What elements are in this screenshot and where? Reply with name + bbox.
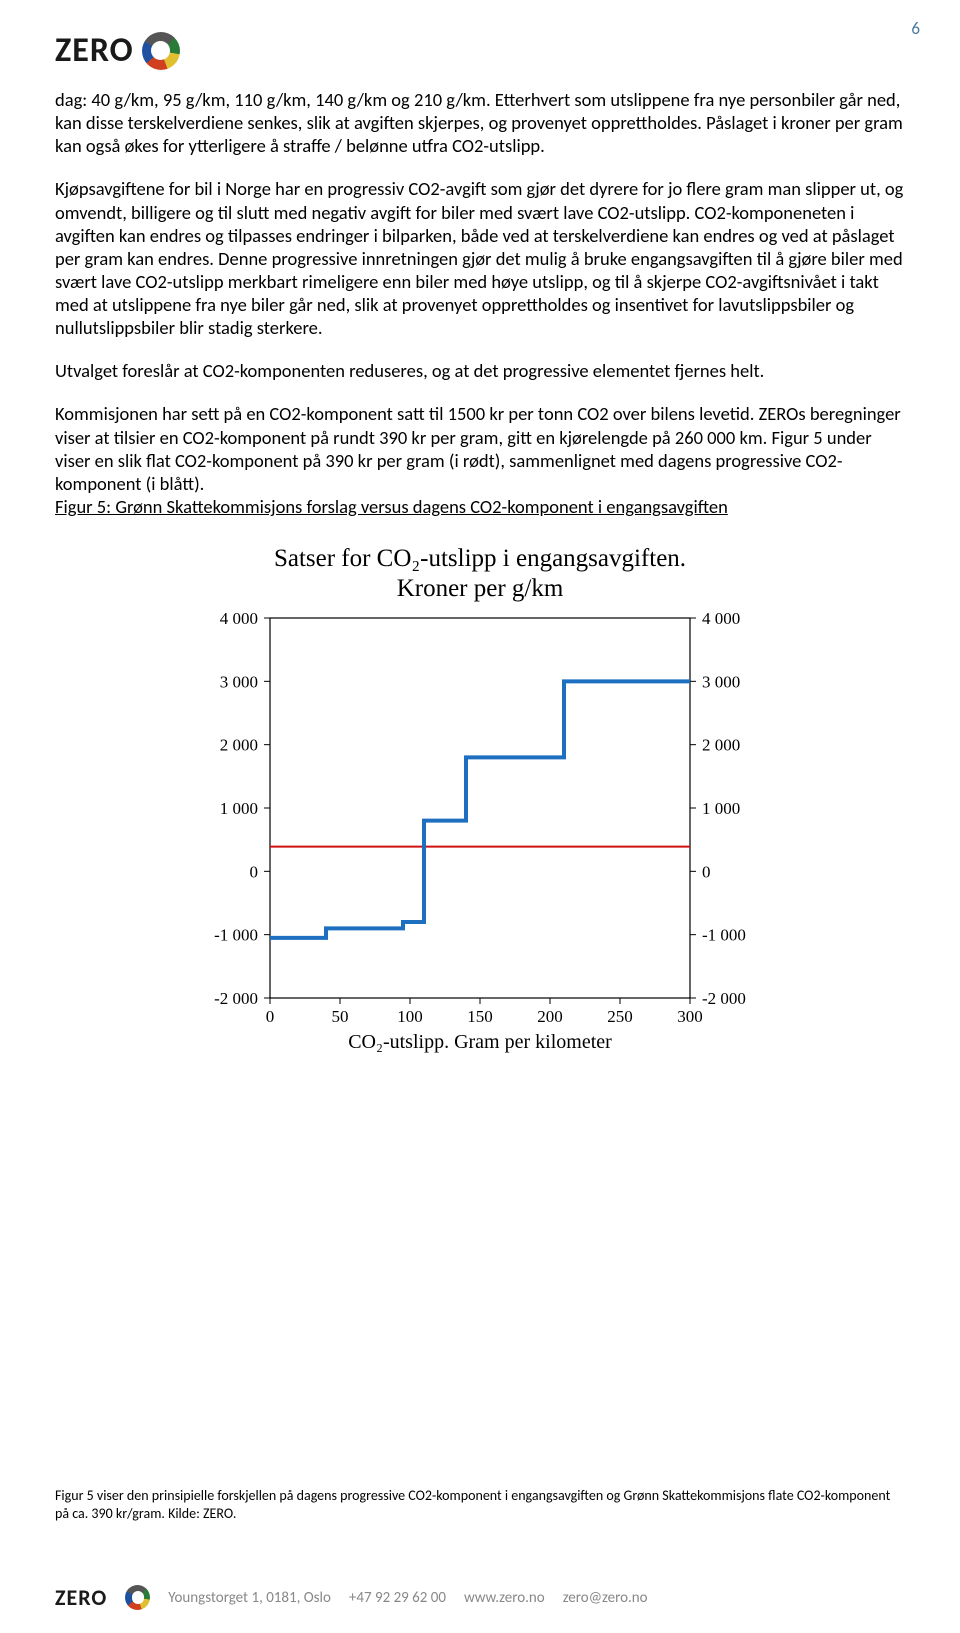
body-content: dag: 40 g/km, 95 g/km, 110 g/km, 140 g/k… bbox=[55, 88, 905, 1058]
svg-text:3 000: 3 000 bbox=[702, 672, 740, 691]
svg-text:-2 000: -2 000 bbox=[214, 989, 258, 1008]
svg-text:100: 100 bbox=[397, 1007, 423, 1026]
paragraph-3: Utvalget foreslår at CO2-komponenten red… bbox=[55, 359, 905, 382]
svg-text:0: 0 bbox=[250, 862, 259, 881]
svg-text:4 000: 4 000 bbox=[702, 609, 740, 628]
paragraph-2: Kjøpsavgiftene for bil i Norge har en pr… bbox=[55, 177, 905, 339]
paragraph-4: Kommisjonen har sett på en CO2-komponent… bbox=[55, 402, 905, 495]
svg-text:-1 000: -1 000 bbox=[214, 926, 258, 945]
figure-caption: Figur 5 viser den prinsipielle forskjell… bbox=[55, 1487, 905, 1523]
footer-info: Youngstorget 1, 0181, Oslo +47 92 29 62 … bbox=[168, 1589, 647, 1607]
svg-text:0: 0 bbox=[702, 862, 711, 881]
footer-address: Youngstorget 1, 0181, Oslo bbox=[168, 1589, 331, 1607]
svg-text:Satser for CO₂-utslipp i engan: Satser for CO₂-utslipp i engangsavgiften… bbox=[274, 545, 686, 572]
co2-chart: Satser for CO₂-utslipp i engangsavgiften… bbox=[185, 538, 775, 1058]
footer-web: www.zero.no bbox=[464, 1589, 545, 1607]
footer-email: zero@zero.no bbox=[563, 1589, 648, 1607]
svg-text:-1 000: -1 000 bbox=[702, 926, 746, 945]
chart-container: Satser for CO₂-utslipp i engangsavgiften… bbox=[55, 538, 905, 1058]
logo-text: ZERO bbox=[55, 30, 134, 71]
footer-phone: +47 92 29 62 00 bbox=[349, 1589, 446, 1607]
svg-text:150: 150 bbox=[467, 1007, 493, 1026]
footer-logo-wheel-icon bbox=[125, 1585, 150, 1610]
svg-text:1 000: 1 000 bbox=[702, 799, 740, 818]
svg-text:0: 0 bbox=[266, 1007, 275, 1026]
paragraph-1: dag: 40 g/km, 95 g/km, 110 g/km, 140 g/k… bbox=[55, 88, 905, 157]
figure-label: Figur 5: Grønn Skattekommisjons forslag … bbox=[55, 495, 905, 518]
svg-text:3 000: 3 000 bbox=[220, 672, 258, 691]
logo-header: ZERO bbox=[55, 30, 180, 71]
footer: ZERO Youngstorget 1, 0181, Oslo +47 92 2… bbox=[55, 1584, 648, 1611]
svg-text:Kroner per g/km: Kroner per g/km bbox=[397, 575, 564, 602]
svg-text:300: 300 bbox=[677, 1007, 703, 1026]
svg-text:200: 200 bbox=[537, 1007, 563, 1026]
footer-logo-text: ZERO bbox=[55, 1584, 107, 1611]
svg-text:50: 50 bbox=[332, 1007, 349, 1026]
svg-text:2 000: 2 000 bbox=[702, 736, 740, 755]
page-number: 6 bbox=[911, 18, 920, 39]
svg-text:250: 250 bbox=[607, 1007, 633, 1026]
svg-text:-2 000: -2 000 bbox=[702, 989, 746, 1008]
svg-text:CO₂-utslipp. Gram per kilomete: CO₂-utslipp. Gram per kilometer bbox=[348, 1031, 612, 1053]
logo-wheel-icon bbox=[142, 32, 180, 70]
svg-text:4 000: 4 000 bbox=[220, 609, 258, 628]
svg-text:1 000: 1 000 bbox=[220, 799, 258, 818]
svg-text:2 000: 2 000 bbox=[220, 736, 258, 755]
